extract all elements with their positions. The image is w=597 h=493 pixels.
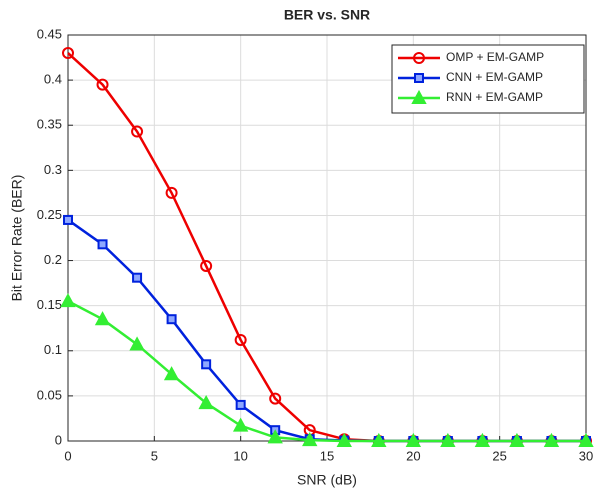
marker (232, 417, 249, 432)
marker (235, 399, 246, 410)
y-tick-label: 0.25 (37, 207, 62, 222)
legend-label: CNN + EM-GAMP (446, 70, 543, 84)
marker (509, 432, 525, 447)
y-tick-label: 0.15 (37, 297, 62, 312)
y-axis-label: Bit Error Rate (BER) (9, 175, 25, 302)
series-line (67, 300, 586, 443)
marker (97, 239, 108, 250)
y-tick-label: 0 (55, 432, 62, 447)
marker (198, 395, 214, 410)
x-tick-label: 30 (579, 448, 593, 463)
marker (63, 214, 73, 225)
x-tick-label: 25 (492, 448, 506, 463)
y-tick-label: 0.1 (44, 342, 62, 357)
marker (96, 78, 109, 91)
marker (405, 432, 422, 447)
x-tick-label: 10 (233, 448, 247, 463)
x-tick-label: 20 (406, 448, 420, 463)
marker (474, 432, 491, 447)
y-tick-label: 0.2 (44, 252, 62, 267)
legend-label: OMP + EM-GAMP (446, 50, 544, 64)
y-tick-label: 0.05 (37, 387, 62, 402)
y-tick-label: 0.3 (44, 162, 62, 177)
marker (132, 272, 143, 283)
x-tick-label: 15 (320, 448, 334, 463)
marker (336, 432, 352, 447)
marker (94, 311, 111, 326)
marker (200, 259, 213, 272)
y-tick-label: 0.45 (37, 26, 62, 41)
marker (163, 366, 180, 381)
marker (234, 333, 247, 346)
marker (60, 293, 76, 308)
marker (440, 432, 456, 447)
marker (267, 429, 283, 444)
marker (166, 314, 177, 325)
legend-label: RNN + EM-GAMP (446, 90, 543, 104)
marker (578, 432, 594, 447)
legend-marker (413, 52, 425, 64)
marker (129, 336, 145, 351)
x-tick-label: 0 (64, 448, 71, 463)
x-axis-label: SNR (dB) (297, 472, 357, 488)
y-tick-label: 0.35 (37, 117, 62, 132)
marker (302, 432, 318, 447)
marker (371, 432, 387, 447)
chart-title: BER vs. SNR (284, 7, 370, 23)
marker (165, 186, 178, 199)
legend-marker (414, 73, 424, 83)
legend-marker (411, 89, 427, 104)
marker (62, 47, 74, 60)
x-tick-label: 5 (151, 448, 158, 463)
marker (543, 432, 560, 447)
marker (201, 359, 212, 370)
marker (269, 392, 282, 405)
y-tick-label: 0.4 (44, 72, 62, 87)
marker (131, 125, 144, 138)
